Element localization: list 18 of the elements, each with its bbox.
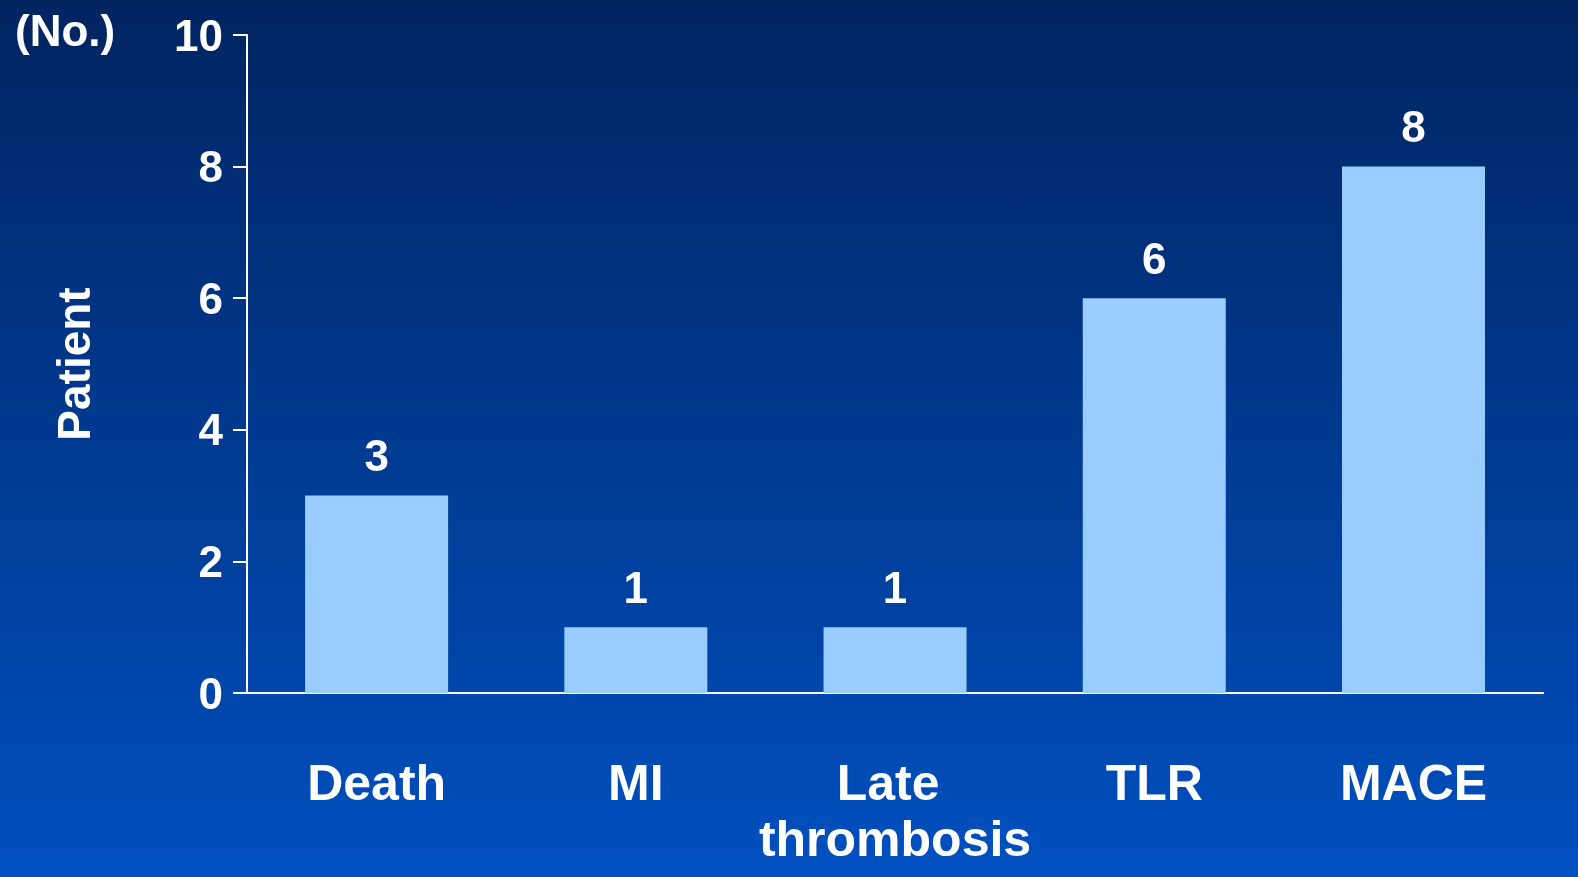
y-tick-label: 10	[174, 10, 223, 60]
y-tick-label: 2	[198, 536, 223, 586]
data-label: 8	[1401, 102, 1426, 152]
data-label: 1	[623, 562, 649, 612]
y-tick-label: 8	[198, 142, 223, 192]
x-tick-label: MI	[608, 755, 664, 811]
x-tick-label: Death	[307, 755, 447, 811]
x-tick-label: Late thrombosis	[758, 755, 1032, 867]
data-label: 1	[882, 562, 908, 612]
y-tick-label: 0	[198, 668, 223, 718]
y-tick-label: 4	[198, 405, 224, 455]
x-tick-label: TLR	[1105, 755, 1203, 811]
data-label: 3	[364, 431, 389, 481]
y-tick-label: 6	[198, 273, 223, 323]
data-label: 6	[1142, 233, 1167, 283]
text: (No.)	[15, 5, 116, 55]
x-tick-label: MACE	[1339, 755, 1488, 811]
y-axis-title: Patient	[48, 287, 100, 441]
